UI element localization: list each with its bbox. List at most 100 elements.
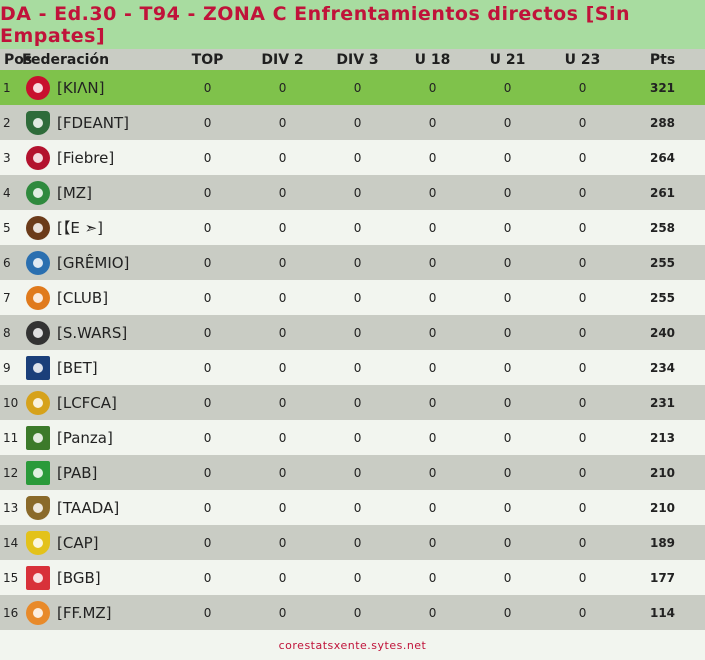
row-div3: 0 <box>353 605 362 620</box>
row-top: 0 <box>203 325 212 340</box>
row-federation-name[interactable]: [MZ] <box>57 183 92 202</box>
row-u18: 0 <box>428 150 437 165</box>
row-div2: 0 <box>278 115 287 130</box>
row-federation-name[interactable]: [S.WARS] <box>57 323 128 342</box>
row-u21: 0 <box>503 185 512 200</box>
row-crest <box>22 245 54 280</box>
row-div2: 0 <box>278 220 287 235</box>
row-federation-name[interactable]: [FDEANT] <box>57 113 130 132</box>
row-points: 231 <box>649 395 676 410</box>
row-u21: 0 <box>503 500 512 515</box>
row-u23: 0 <box>578 395 587 410</box>
row-position: 8 <box>3 325 11 340</box>
row-u23: 0 <box>578 220 587 235</box>
row-u18: 0 <box>428 500 437 515</box>
table-row: 12 [PAB] 0 0 0 0 0 0 210 <box>0 455 705 490</box>
row-div2: 0 <box>278 395 287 410</box>
row-top: 0 <box>203 605 212 620</box>
row-crest <box>22 210 54 245</box>
row-federation-name[interactable]: [TAADA] <box>57 498 120 517</box>
row-crest <box>22 595 54 630</box>
row-div2: 0 <box>278 535 287 550</box>
row-u18: 0 <box>428 80 437 95</box>
row-div3: 0 <box>353 325 362 340</box>
row-federation-name[interactable]: [CAP] <box>57 533 99 552</box>
row-top: 0 <box>203 395 212 410</box>
row-federation-name[interactable]: [CLUB] <box>57 288 109 307</box>
row-points: 114 <box>649 605 676 620</box>
brown-round-crest-icon <box>26 215 50 240</box>
row-crest <box>22 105 54 140</box>
row-div2: 0 <box>278 605 287 620</box>
row-federation-name[interactable]: [BET] <box>57 358 98 377</box>
red-black-crest-icon <box>26 145 50 170</box>
header-u18: U 18 <box>414 51 451 68</box>
row-u23: 0 <box>578 360 587 375</box>
row-div2: 0 <box>278 570 287 585</box>
row-u18: 0 <box>428 430 437 445</box>
row-crest <box>22 490 54 525</box>
row-position: 12 <box>3 465 19 480</box>
row-points: 234 <box>649 360 676 375</box>
row-top: 0 <box>203 500 212 515</box>
row-crest <box>22 455 54 490</box>
row-u23: 0 <box>578 185 587 200</box>
row-position: 3 <box>3 150 11 165</box>
row-div3: 0 <box>353 115 362 130</box>
row-position: 5 <box>3 220 11 235</box>
row-crest <box>22 280 54 315</box>
row-points: 210 <box>649 465 676 480</box>
row-u23: 0 <box>578 325 587 340</box>
row-div2: 0 <box>278 185 287 200</box>
row-div3: 0 <box>353 360 362 375</box>
table-row: 10 [LCFCA] 0 0 0 0 0 0 231 <box>0 385 705 420</box>
row-top: 0 <box>203 535 212 550</box>
row-u18: 0 <box>428 255 437 270</box>
table-row: 15 [BGB] 0 0 0 0 0 0 177 <box>0 560 705 595</box>
row-u21: 0 <box>503 570 512 585</box>
row-top: 0 <box>203 290 212 305</box>
row-div2: 0 <box>278 430 287 445</box>
row-federation-name[interactable]: [LCFCA] <box>57 393 117 412</box>
row-federation-name[interactable]: [BGB] <box>57 568 101 587</box>
row-u21: 0 <box>503 535 512 550</box>
row-u18: 0 <box>428 395 437 410</box>
row-federation-name[interactable]: [Fiebre] <box>57 148 115 167</box>
row-top: 0 <box>203 360 212 375</box>
row-div3: 0 <box>353 220 362 235</box>
row-position: 14 <box>3 535 19 550</box>
row-points: 177 <box>649 570 676 585</box>
row-points: 213 <box>649 430 676 445</box>
row-div2: 0 <box>278 290 287 305</box>
row-federation-name[interactable]: [KΙΛΝ] <box>57 78 105 97</box>
footer-link[interactable]: corestatsxente.sytes.net <box>278 638 427 652</box>
row-div3: 0 <box>353 290 362 305</box>
row-u23: 0 <box>578 605 587 620</box>
row-position: 7 <box>3 290 11 305</box>
header-top: TOP <box>191 51 224 68</box>
row-div2: 0 <box>278 360 287 375</box>
row-federation-name[interactable]: [GRÊMIO] <box>57 253 130 272</box>
row-u21: 0 <box>503 325 512 340</box>
row-points: 321 <box>649 80 676 95</box>
row-federation-name[interactable]: [PAB] <box>57 463 98 482</box>
title-bar: DA - Ed.30 - T94 - ZONA C Enfrentamiento… <box>0 0 705 49</box>
table-row: 8 [S.WARS] 0 0 0 0 0 0 240 <box>0 315 705 350</box>
row-div3: 0 <box>353 465 362 480</box>
row-federation-name[interactable]: [【E ➣] <box>57 219 104 237</box>
green-figure-crest-icon <box>26 425 50 450</box>
row-position: 15 <box>3 570 19 585</box>
row-div3: 0 <box>353 430 362 445</box>
row-federation-name[interactable]: [FF.MZ] <box>57 603 112 622</box>
row-u18: 0 <box>428 465 437 480</box>
row-federation-name[interactable]: [Panza] <box>57 428 113 447</box>
orange-phoenix-icon <box>26 600 50 625</box>
row-crest <box>22 525 54 560</box>
row-u23: 0 <box>578 255 587 270</box>
row-div3: 0 <box>353 150 362 165</box>
row-u21: 0 <box>503 80 512 95</box>
row-points: 255 <box>649 255 676 270</box>
table-row: 4 [MZ] 0 0 0 0 0 0 261 <box>0 175 705 210</box>
row-div2: 0 <box>278 150 287 165</box>
row-u21: 0 <box>503 255 512 270</box>
